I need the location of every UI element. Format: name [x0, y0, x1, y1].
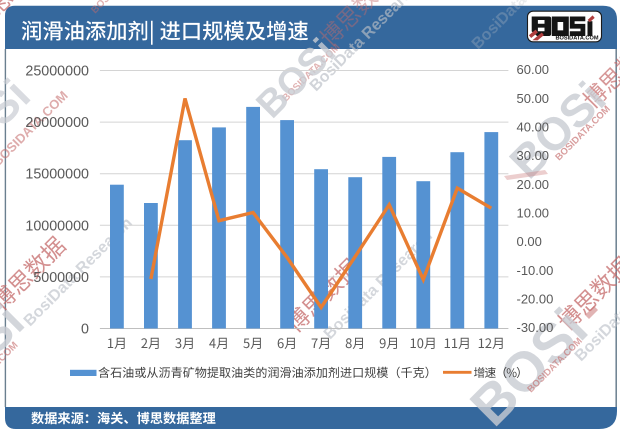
svg-text:BOSIDATA.COM: BOSIDATA.COM [556, 36, 599, 42]
svg-text:40.00: 40.00 [517, 119, 550, 134]
svg-text:20000000: 20000000 [25, 115, 89, 131]
svg-text:-30.00: -30.00 [517, 320, 554, 335]
svg-text:5000000: 5000000 [33, 270, 89, 286]
svg-text:60.00: 60.00 [517, 62, 550, 77]
svg-text:0: 0 [81, 322, 89, 338]
svg-text:0.00: 0.00 [517, 234, 542, 249]
svg-text:25000000: 25000000 [25, 64, 89, 80]
svg-text:20.00: 20.00 [517, 177, 550, 192]
svg-text:50.00: 50.00 [517, 91, 550, 106]
svg-text:-20.00: -20.00 [517, 291, 554, 306]
svg-text:30.00: 30.00 [517, 148, 550, 163]
svg-text:10.00: 10.00 [517, 205, 550, 220]
svg-text:10000000: 10000000 [25, 218, 89, 234]
svg-text:-10.00: -10.00 [517, 263, 554, 278]
svg-text:15000000: 15000000 [25, 167, 89, 183]
